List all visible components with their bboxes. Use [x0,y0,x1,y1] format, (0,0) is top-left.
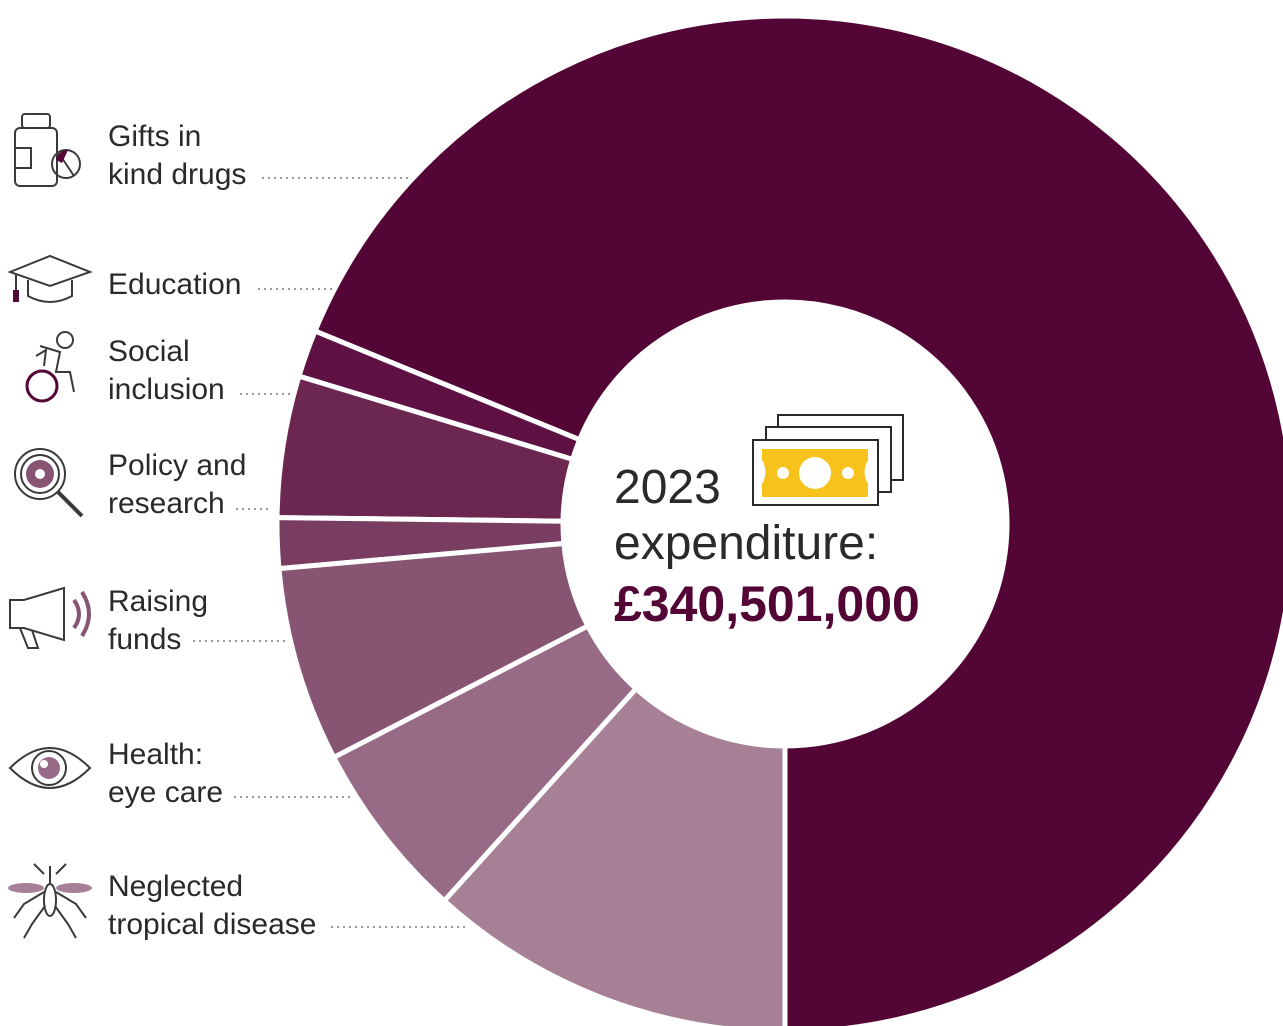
label-gifts-in-kind-drugs: Gifts in kind drugs [108,118,246,194]
label-line: eye care [108,776,224,809]
label-line: Gifts in [108,120,202,153]
donut-hole [563,302,1007,746]
label-raising-funds: Raising funds [108,583,208,659]
mosquito-icon [8,863,92,939]
megaphone-icon [9,586,91,649]
label-line: funds [108,623,182,656]
graduation-cap-icon [7,254,93,303]
label-line: tropical disease [108,908,317,941]
label-line: Education [108,268,242,301]
medicine-bottle-icon [14,113,81,187]
label-line: Policy and [108,449,247,482]
label-line: kind drugs [108,158,247,191]
center-year: 2023 [614,461,721,514]
label-line: Health: [108,738,204,771]
label-line: Raising [108,585,209,618]
leader-lines [193,177,468,928]
eye-icon [8,747,92,789]
label-policy-and-research: Policy and research [108,447,246,523]
label-line: research [108,487,225,520]
wheelchair-icon [25,331,75,403]
magnifier-icon [14,448,84,518]
donut-slices [274,13,1283,1026]
center-label: expenditure: [614,517,879,570]
label-line: Neglected [108,870,244,903]
label-health-eye-care: Health: eye care [108,736,223,812]
label-line: Social [108,335,190,368]
center-total: £340,501,000 [614,576,920,632]
banknotes-icon [752,414,904,506]
donut-center-text: 2023 expenditure: £340,501,000 [614,460,920,636]
label-line: inclusion [108,373,225,406]
label-education: Education [108,266,241,304]
label-neglected-tropical-disease: Neglected tropical disease [108,868,316,944]
label-social-inclusion: Social inclusion [108,333,225,409]
